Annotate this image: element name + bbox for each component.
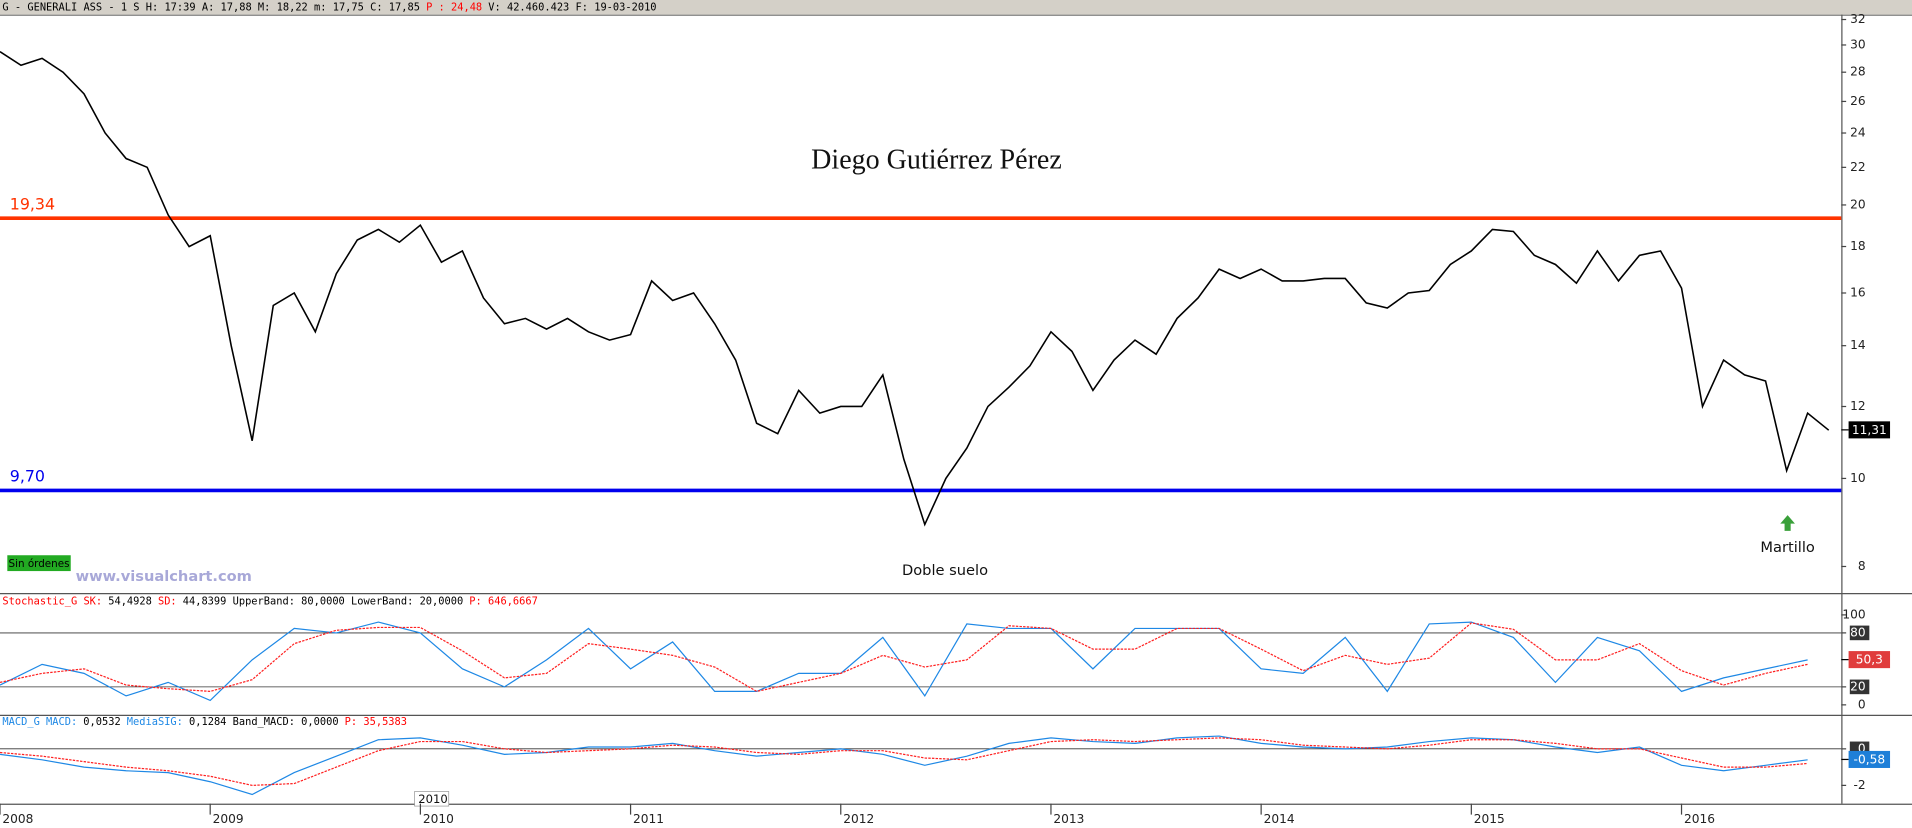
y-tick-label: 28 <box>1850 65 1866 79</box>
last-value-label: 11,31 <box>1852 423 1887 437</box>
y-tick-label: 32 <box>1850 12 1866 26</box>
y-tick-label: 22 <box>1850 160 1866 174</box>
series-line <box>0 737 1808 786</box>
level-label: 9,70 <box>10 467 45 486</box>
status-text: Sin órdenes <box>9 558 70 570</box>
panel-header: G - GENERALI ASS - 1 S H: 17:39 A: 17,88… <box>2 1 656 13</box>
y-tick-label: 20 <box>1850 197 1866 211</box>
x-tick-label: 2013 <box>1053 812 1084 826</box>
y-tick-label: 16 <box>1850 286 1866 300</box>
watermark: www.visualchart.com <box>76 568 252 585</box>
x-tick-label: 2011 <box>633 812 664 826</box>
cursor-label: 2010 <box>418 792 447 806</box>
header-text: V: 42.460.423 F: 19-03-2010 <box>488 1 656 13</box>
y-tick-label: 100 <box>1842 607 1865 621</box>
header-text: P: 646,6667 <box>469 596 538 608</box>
panel-header: MACD_G MACD: 0,0532 MediaSIG: 0,1284 Band_M… <box>2 716 407 728</box>
header-text: MediaSIG: <box>127 716 183 728</box>
series-line <box>0 50 1830 527</box>
x-tick-label: 2012 <box>843 812 874 826</box>
y-tick-label: 18 <box>1850 239 1866 253</box>
y-tick-label: 80 <box>1850 625 1866 639</box>
y-tick-label: 0 <box>1858 697 1866 711</box>
series-line <box>0 735 1808 796</box>
header-text: Stochastic_G SK: <box>2 596 102 608</box>
y-tick-label: 0 <box>1858 741 1866 755</box>
series-line <box>0 622 1808 693</box>
series-line <box>0 621 1808 702</box>
y-tick-label: 8 <box>1858 559 1866 573</box>
y-tick-label: 12 <box>1850 399 1866 413</box>
hammer-arrow <box>1780 515 1795 531</box>
last-value-box <box>1848 651 1891 669</box>
annotation: Martillo <box>1760 539 1815 556</box>
header-text: 0,0532 <box>83 716 120 728</box>
x-tick-label: 2009 <box>213 812 244 826</box>
last-value-label: 50,3 <box>1856 653 1883 667</box>
y-tick-label: 10 <box>1850 471 1866 485</box>
header-text: 54,4928 <box>108 596 152 608</box>
y-tick-label: 30 <box>1850 37 1866 51</box>
header-text: G - GENERALI ASS - 1 S H: 17:39 A: 17,88… <box>2 1 420 13</box>
tick-box <box>1849 625 1870 641</box>
header-text: SD: <box>158 596 177 608</box>
y-tick-label: 14 <box>1850 338 1866 352</box>
annotation: Doble suelo <box>902 562 988 579</box>
x-tick-label: 2015 <box>1474 812 1505 826</box>
y-tick-label: 20 <box>1850 679 1866 693</box>
y-tick-label: -2 <box>1854 778 1866 792</box>
x-tick-label: 2010 <box>423 812 454 826</box>
header-text: MACD_G MACD: <box>2 716 77 728</box>
status-badge <box>7 555 71 572</box>
x-tick-label: 2014 <box>1264 812 1295 826</box>
header-text: P: 35,5383 <box>345 716 407 728</box>
header-text: P : 24,48 <box>426 1 482 13</box>
level-label: 19,34 <box>10 194 55 213</box>
x-tick-label: 2016 <box>1684 812 1715 826</box>
last-value-label: -0,58 <box>1854 753 1886 767</box>
header-text: 44,8399 UpperBand: 80,0000 LowerBand: 20… <box>183 596 463 608</box>
header-bar <box>0 0 1912 15</box>
last-value-box <box>1848 421 1891 439</box>
x-tick-label: 2008 <box>2 812 33 826</box>
last-value-box <box>1848 750 1891 768</box>
title: Diego Gutiérrez Pérez <box>811 144 1062 175</box>
y-tick-label: 24 <box>1850 126 1866 140</box>
header-text: 0,1284 Band_MACD: 0,0000 <box>189 716 339 728</box>
cursor-box <box>414 791 450 807</box>
panel-header: Stochastic_G SK: 54,4928 SD: 44,8399 UpperB… <box>2 596 537 608</box>
y-tick-label: 26 <box>1850 94 1866 108</box>
tick-box <box>1849 679 1870 695</box>
